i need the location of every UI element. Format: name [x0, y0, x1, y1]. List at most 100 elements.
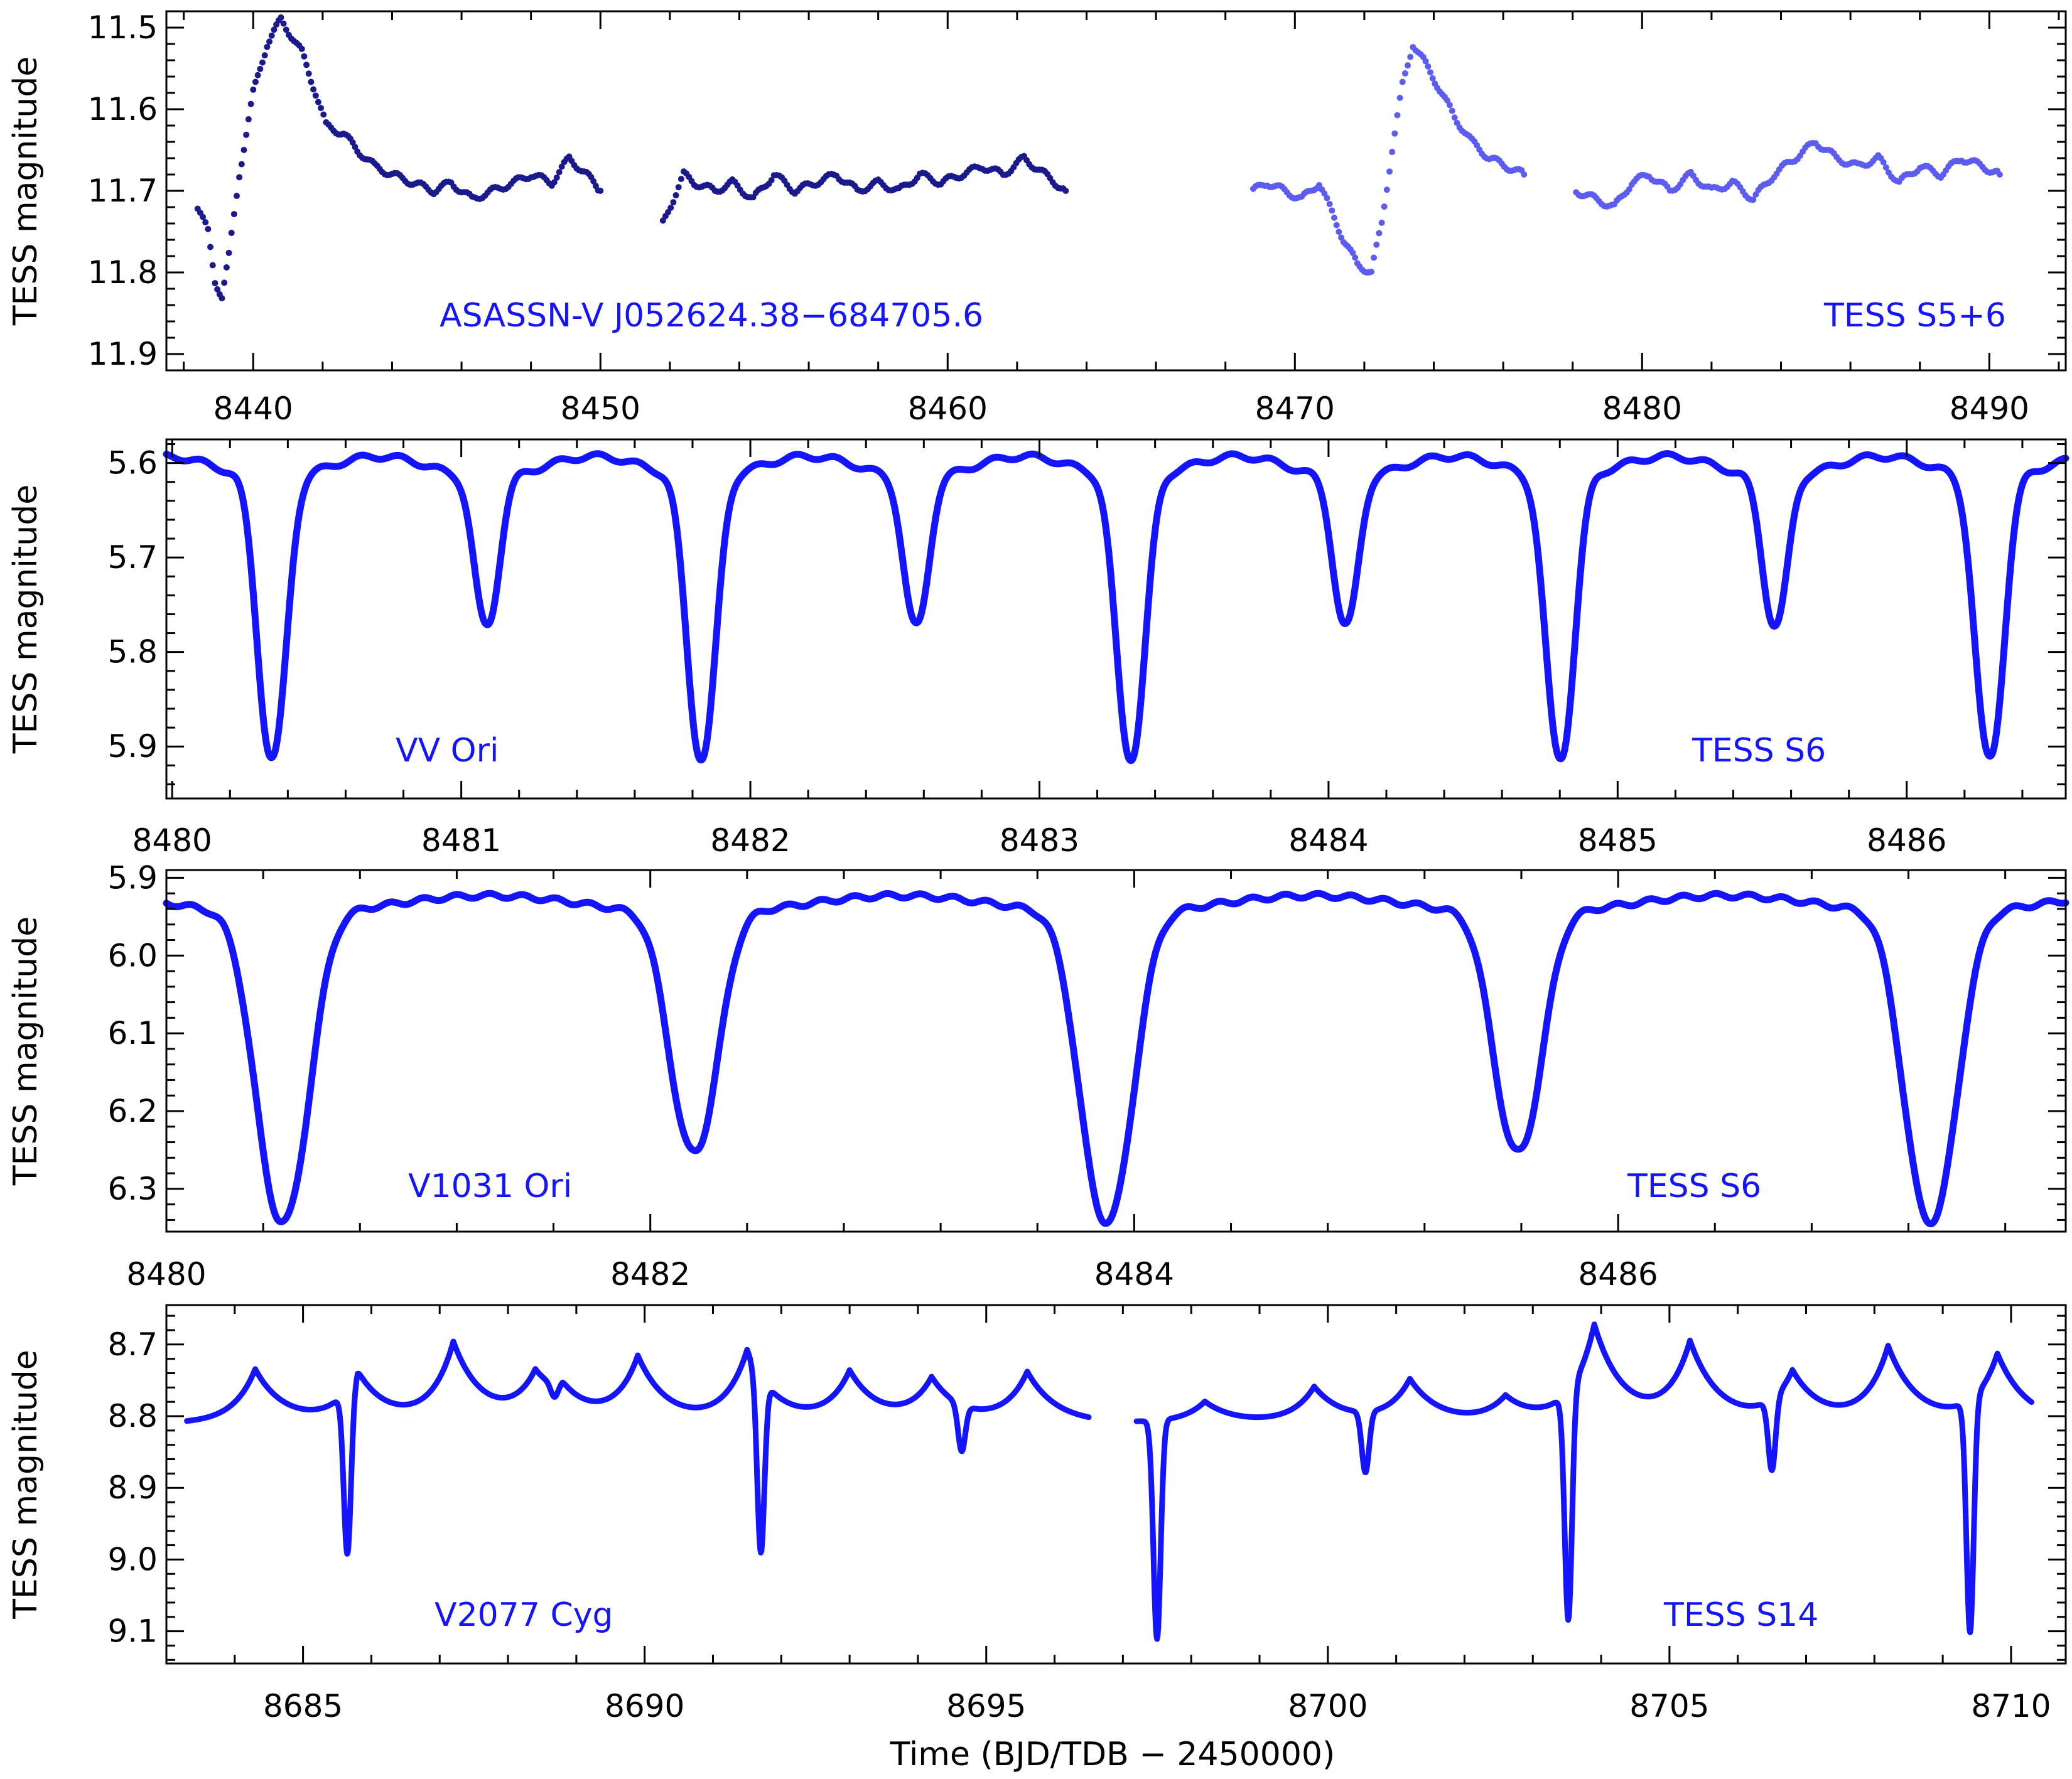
data-point — [1626, 186, 1632, 193]
x-tick-label: 8482 — [610, 1256, 690, 1293]
data-point — [590, 178, 597, 185]
data-point — [597, 188, 604, 194]
y-tick-label: 5.8 — [107, 634, 158, 670]
data-point — [280, 20, 287, 27]
star-name-label: V1031 Ori — [408, 1168, 572, 1205]
data-point — [670, 199, 677, 206]
data-point — [1330, 214, 1337, 221]
data-point — [1386, 168, 1393, 175]
y-tick-label: 5.9 — [107, 728, 158, 765]
data-point — [1326, 200, 1333, 207]
data-point — [1752, 191, 1759, 198]
sector-label: TESS S6 — [1627, 1168, 1761, 1205]
x-tick-label: 8685 — [263, 1688, 343, 1724]
y-tick-label: 9.0 — [107, 1541, 158, 1577]
data-points-series-1 — [163, 450, 2069, 765]
data-point — [1391, 130, 1398, 137]
data-point — [556, 169, 563, 176]
data-point — [1062, 188, 1069, 194]
data-point — [238, 161, 245, 168]
data-point — [1880, 159, 1887, 166]
data-point — [315, 99, 321, 105]
y-tick-label: 11.8 — [88, 254, 158, 291]
data-point — [1352, 254, 1359, 261]
data-point — [261, 52, 268, 59]
x-tick-label: 8440 — [213, 390, 293, 427]
data-point — [254, 72, 261, 78]
data-points-series-1 — [163, 889, 2069, 1228]
data-point — [245, 116, 252, 122]
data-point — [1446, 102, 1453, 109]
data-point — [551, 179, 558, 186]
data-point — [1376, 230, 1383, 237]
data-point — [301, 53, 308, 60]
plot-frame — [165, 869, 2067, 1233]
x-tick-label: 8482 — [710, 822, 790, 859]
data-point — [1378, 219, 1385, 226]
y-axis-label-panel-1: TESS magnitude — [7, 56, 45, 326]
data-point — [1521, 171, 1528, 178]
data-point — [675, 184, 682, 191]
panel-v2077-cyg: 8685 8690 8695 8700 8705 8710 8.7 8.8 8.9 9.0 9.1 V… — [107, 1304, 2067, 1724]
data-point — [257, 65, 264, 72]
x-tick-label: 8700 — [1288, 1688, 1368, 1724]
data-point — [1401, 70, 1408, 77]
data-point — [1373, 241, 1380, 248]
data-point — [768, 177, 775, 184]
data-point — [1454, 119, 1460, 126]
sector-label: TESS S6 — [1692, 732, 1826, 770]
data-point — [1399, 78, 1406, 85]
data-point — [553, 174, 560, 181]
data-points-series-1 — [184, 1321, 2035, 1642]
x-tick-label: 8470 — [1255, 390, 1335, 427]
y-tick-label: 8.8 — [107, 1398, 158, 1434]
data-point — [225, 249, 232, 256]
data-point — [202, 219, 209, 226]
data-point — [1335, 228, 1342, 235]
data-point — [1405, 62, 1411, 69]
x-tick-label: 8460 — [908, 390, 988, 427]
data-point — [221, 279, 228, 286]
data-point — [667, 204, 674, 211]
data-point — [672, 192, 679, 199]
x-axis-label: Time (BJD/TDB − 2450000) — [890, 1736, 1335, 1773]
x-tick-label: 8450 — [561, 390, 640, 427]
data-point — [219, 295, 225, 302]
x-tick-label: 8480 — [132, 822, 212, 859]
x-tick-label: 8484 — [1288, 822, 1368, 859]
data-points-series-1 — [194, 14, 1069, 302]
data-point — [1389, 149, 1396, 156]
sector-label: TESS S5+6 — [1823, 297, 2006, 335]
y-tick-label: 11.9 — [88, 336, 158, 372]
data-point — [1425, 63, 1432, 70]
x-tick-label: 8480 — [126, 1256, 206, 1293]
light-curve — [163, 450, 2069, 765]
x-tick-label: 8485 — [1578, 822, 1658, 859]
y-axis-label-panel-4: TESS magnitude — [7, 1350, 45, 1619]
data-point — [1427, 69, 1433, 76]
data-point — [1381, 203, 1388, 210]
data-point — [236, 174, 243, 181]
data-point — [209, 262, 216, 269]
data-point — [259, 59, 266, 66]
data-point — [1333, 222, 1340, 228]
data-point — [252, 78, 259, 85]
data-point — [271, 26, 278, 33]
data-point — [1451, 114, 1458, 121]
data-point — [1321, 190, 1328, 197]
data-point — [243, 131, 250, 138]
data-point — [1394, 112, 1401, 119]
data-point — [1349, 249, 1356, 256]
data-point — [1443, 97, 1450, 104]
data-point — [1750, 196, 1757, 203]
data-point — [1422, 58, 1429, 65]
data-points-series-2 — [1249, 44, 2003, 276]
data-point — [278, 14, 284, 21]
x-tick-label: 8481 — [421, 822, 501, 859]
data-point — [247, 100, 254, 107]
data-point — [320, 111, 327, 118]
x-tick-label: 8486 — [1578, 1256, 1658, 1293]
y-tick-label: 11.6 — [88, 91, 158, 127]
data-point — [268, 32, 275, 39]
